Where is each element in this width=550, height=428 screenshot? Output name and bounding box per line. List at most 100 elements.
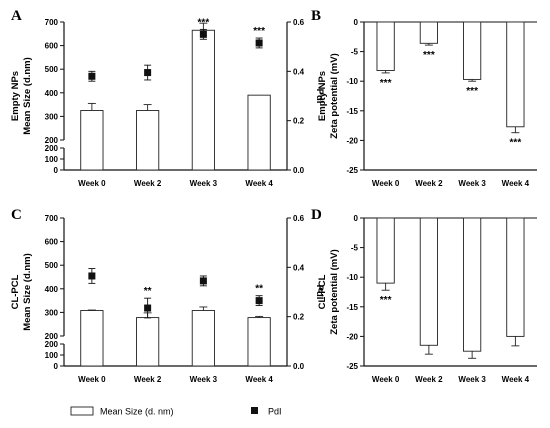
y-tick-label: 700 [45,214,59,223]
y-tick-label: -10 [346,77,358,86]
pdi-marker [88,272,96,280]
y2-tick-label: 0.0 [293,362,305,371]
x-tick-label: Week 3 [458,375,486,384]
y-tick-label: 400 [45,285,59,294]
x-tick-label: Week 0 [78,375,106,384]
y-tick-label: -15 [346,303,358,312]
legend: Mean Size (d. nm) PdI [70,406,282,417]
y2-tick-label: 0.4 [293,67,305,76]
y-axis-title-line2: Zeta potential (mV) [329,53,340,139]
panel-a: A Empty NPs Mean Size (d.nm) Week 0 Week 2 We… [10,8,325,188]
pdi-marker [199,30,207,38]
y2-tick-label: 0.6 [293,214,305,223]
significance-label: *** [423,50,435,61]
y-tick-label: 200 [45,332,59,341]
y-tick-label: 700 [45,18,59,27]
x-tick-label: Week 4 [502,179,530,188]
y2-tick-label: 0.2 [293,117,305,126]
y-tick-label: -10 [346,273,358,282]
y-tick-label: 500 [45,261,59,270]
y-tick-label: 100 [45,155,59,164]
panel-b: B Empty NPs Zeta potential (mV) Week 0 Week … [311,8,537,188]
size-bar [136,110,160,171]
y-tick-label: 300 [45,112,59,121]
legend-marker-label: PdI [268,407,282,417]
y-tick-label: 0 [354,214,359,223]
x-tick-label: Week 3 [458,179,486,188]
x-tick-label: Week 0 [372,375,400,384]
y-axis-title-line1: Empty NPs [10,71,21,121]
significance-label: *** [380,78,392,89]
y-tick-label: -25 [346,362,358,371]
x-tick-label: Week 3 [190,179,218,188]
y-tick-label: 0 [54,362,59,371]
size-bar [80,310,104,367]
y-tick-label: -20 [346,332,358,341]
x-tick-label: Week 2 [134,375,162,384]
zeta-bar [506,217,525,337]
y-tick-label: 200 [45,144,59,153]
zeta-bar [376,217,395,284]
y-tick-label: -25 [346,166,358,175]
y-tick-label: 200 [45,340,59,349]
size-bar [191,29,215,171]
pdi-marker [88,72,96,80]
pdi-marker [199,277,207,285]
legend-marker-swatch [251,407,258,414]
y2-axis-title: PdI [314,89,325,104]
significance-label: *** [510,138,522,149]
y-tick-label: -5 [351,48,359,57]
y-axis-title-line2: Mean Size (d.nm) [22,253,33,331]
significance-label: ** [144,286,152,297]
y-tick-label: 600 [45,238,59,247]
size-bar [191,310,215,367]
y2-tick-label: 0.6 [293,18,305,27]
zeta-bar [376,21,395,71]
pdi-marker [144,304,152,312]
x-tick-label: Week 3 [190,375,218,384]
y-tick-label: -5 [351,244,359,253]
x-tick-label: Week 4 [502,375,530,384]
panel-letter: C [11,207,22,223]
legend-bar-swatch [70,406,94,416]
zeta-bar [419,21,438,44]
y-axis-title-line1: CL-PCL [10,274,21,309]
significance-label: *** [198,17,210,28]
y-tick-label: 600 [45,42,59,51]
y2-tick-label: 0.0 [293,166,305,175]
significance-label: *** [253,26,265,37]
size-bar [80,110,104,171]
panel-letter: D [311,207,322,223]
x-tick-label: Week 2 [134,179,162,188]
x-tick-label: Week 2 [415,375,443,384]
y-tick-label: 200 [45,136,59,145]
zeta-bar [463,21,482,80]
significance-label: ** [255,284,263,295]
y-axis-title-line2: Mean Size (d.nm) [22,57,33,135]
y-tick-label: 300 [45,308,59,317]
y2-axis-title: PdI [314,285,325,300]
y-axis-title-line1: CL-PCL [317,274,328,309]
y-tick-label: 400 [45,89,59,98]
y-tick-label: 500 [45,65,59,74]
y-tick-label: 0 [354,18,359,27]
pdi-marker [255,39,263,47]
y-tick-label: 0 [54,166,59,175]
zeta-bar [463,217,482,352]
legend-bar-label: Mean Size (d. nm) [100,407,174,417]
y-tick-label: -20 [346,136,358,145]
size-bar [136,317,160,367]
panel-letter: B [311,8,321,24]
x-tick-label: Week 0 [78,179,106,188]
panel-letter: A [11,8,22,24]
size-bar [247,94,271,171]
x-tick-label: Week 2 [415,179,443,188]
x-tick-label: Week 4 [245,375,273,384]
pdi-marker [144,69,152,77]
y-axis-title-line2: Zeta potential (mV) [329,249,340,335]
y2-tick-label: 0.2 [293,313,305,322]
panel-d: D CL-PCL Zeta potential (mV) Week 0 Week 2 We… [311,207,537,384]
pdi-marker [255,297,263,305]
y-tick-label: -15 [346,107,358,116]
